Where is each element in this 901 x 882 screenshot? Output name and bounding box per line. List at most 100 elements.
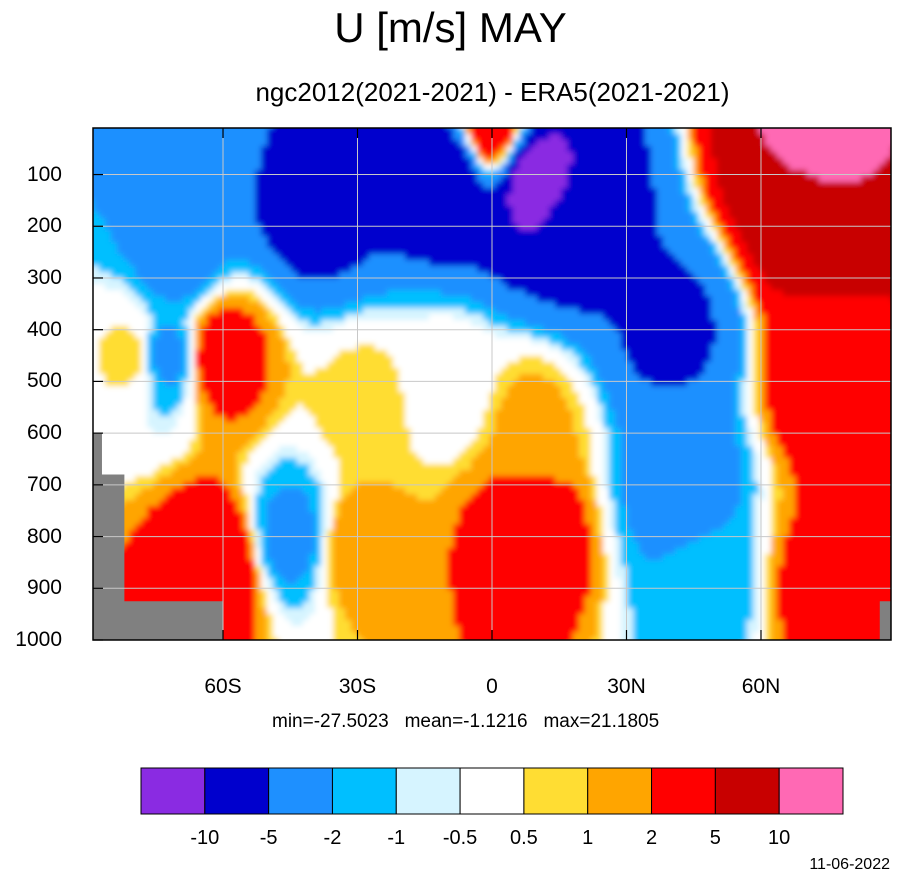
field-cell xyxy=(393,500,400,507)
field-cell xyxy=(387,380,394,387)
field-cell xyxy=(321,308,328,315)
field-cell xyxy=(285,290,292,297)
field-cell xyxy=(357,464,364,471)
field-cell xyxy=(309,278,316,285)
field-cell xyxy=(297,260,304,267)
field-cell xyxy=(309,374,316,381)
field-cell xyxy=(225,440,232,447)
field-cell xyxy=(255,416,262,423)
field-cell xyxy=(171,596,178,603)
field-cell xyxy=(285,230,292,237)
field-cell xyxy=(423,416,430,423)
field-cell xyxy=(399,536,406,543)
field-cell xyxy=(375,548,382,555)
field-cell xyxy=(231,314,238,321)
field-cell xyxy=(99,182,106,189)
field-cell xyxy=(111,644,118,651)
field-cell xyxy=(195,488,202,495)
field-cell xyxy=(171,284,178,291)
field-cell xyxy=(225,344,232,351)
field-cell xyxy=(387,410,394,417)
field-cell xyxy=(189,554,196,561)
field-cell xyxy=(135,578,142,585)
field-cell xyxy=(261,524,268,531)
field-cell xyxy=(279,470,286,477)
field-cell xyxy=(327,422,334,429)
field-cell xyxy=(411,452,418,459)
field-cell xyxy=(309,446,316,453)
field-cell xyxy=(147,494,154,501)
field-cell xyxy=(225,362,232,369)
field-cell xyxy=(309,200,316,207)
field-cell xyxy=(393,614,400,621)
field-cell xyxy=(177,212,184,219)
field-cell xyxy=(315,272,322,279)
field-cell xyxy=(267,230,274,237)
field-cell xyxy=(237,476,244,483)
field-cell xyxy=(369,476,376,483)
field-cell xyxy=(159,566,166,573)
field-cell xyxy=(387,530,394,537)
field-cell xyxy=(99,350,106,357)
field-cell xyxy=(363,356,370,363)
field-cell xyxy=(273,644,280,651)
field-cell xyxy=(267,374,274,381)
field-cell xyxy=(213,542,220,549)
field-cell xyxy=(249,176,256,183)
field-cell xyxy=(393,368,400,375)
field-cell xyxy=(237,212,244,219)
field-cell xyxy=(111,278,118,285)
field-cell xyxy=(177,524,184,531)
field-cell xyxy=(345,230,352,237)
field-cell xyxy=(411,332,418,339)
field-cell xyxy=(381,218,388,225)
field-cell xyxy=(297,164,304,171)
field-cell xyxy=(387,476,394,483)
field-cell xyxy=(171,536,178,543)
field-cell xyxy=(357,566,364,573)
field-cell xyxy=(267,638,274,640)
field-cell xyxy=(177,548,184,555)
field-cell xyxy=(417,632,424,639)
field-cell xyxy=(399,500,406,507)
field-cell xyxy=(207,218,214,225)
field-cell xyxy=(135,518,142,525)
field-cell xyxy=(333,380,340,387)
field-cell xyxy=(117,236,124,243)
field-cell xyxy=(309,554,316,561)
field-cell xyxy=(315,590,322,597)
field-cell xyxy=(201,644,208,651)
field-cell xyxy=(123,176,130,183)
field-cell xyxy=(243,488,250,495)
field-cell xyxy=(363,284,370,291)
field-cell xyxy=(387,578,394,585)
field-cell xyxy=(159,542,166,549)
field-cell xyxy=(189,224,196,231)
field-cell xyxy=(195,320,202,327)
field-cell xyxy=(225,134,232,141)
field-cell xyxy=(339,236,346,243)
field-cell xyxy=(231,584,238,591)
field-cell xyxy=(423,128,430,135)
field-cell xyxy=(417,578,424,585)
field-cell xyxy=(315,188,322,195)
field-cell xyxy=(285,470,292,477)
field-cell xyxy=(177,512,184,519)
field-cell xyxy=(279,446,286,453)
field-cell xyxy=(159,230,166,237)
field-cell xyxy=(237,374,244,381)
field-cell xyxy=(417,260,424,267)
field-cell xyxy=(423,260,430,267)
field-cell xyxy=(129,308,136,315)
field-cell xyxy=(315,308,322,315)
field-cell xyxy=(123,272,130,279)
field-cell xyxy=(297,386,304,393)
field-cell xyxy=(201,206,208,213)
field-cell xyxy=(207,512,214,519)
field-cell xyxy=(411,590,418,597)
field-cell xyxy=(339,476,346,483)
field-cell xyxy=(213,494,220,501)
field-cell xyxy=(165,218,172,225)
field-cell xyxy=(219,224,226,231)
field-cell xyxy=(147,500,154,507)
